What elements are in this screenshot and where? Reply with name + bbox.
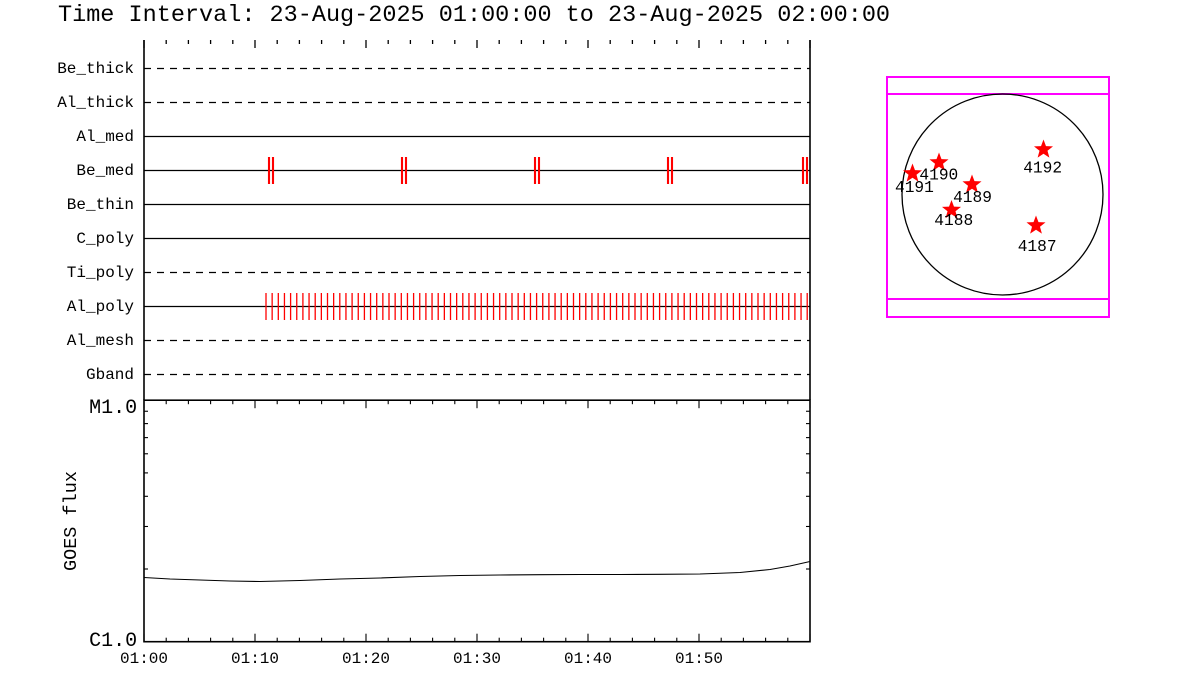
svg-text:4187: 4187 <box>1018 238 1057 256</box>
svg-text:4192: 4192 <box>1023 160 1062 178</box>
svg-text:4189: 4189 <box>953 189 992 207</box>
svg-text:4190: 4190 <box>919 166 958 184</box>
svg-text:4188: 4188 <box>934 212 973 230</box>
